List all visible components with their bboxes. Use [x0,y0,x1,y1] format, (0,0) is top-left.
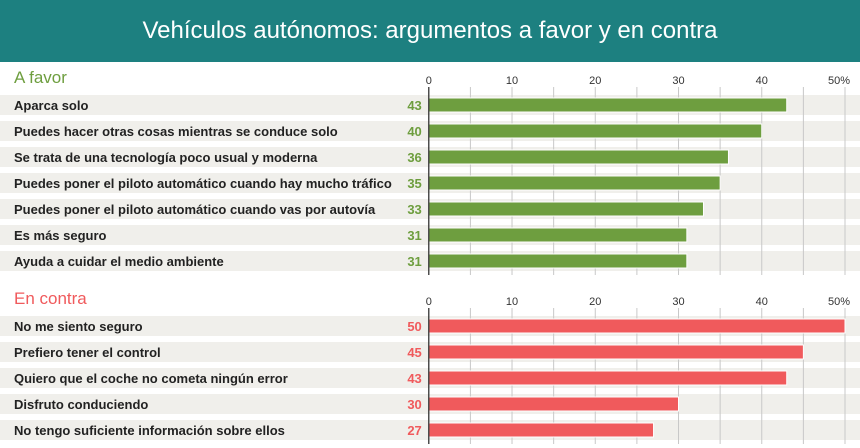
tick-label: 20 [589,75,601,87]
value-label: 36 [407,150,421,165]
value-label: 31 [407,228,421,243]
value-label: 30 [407,397,421,412]
bar [428,318,846,334]
category-label: Prefiero tener el control [14,345,161,360]
chart-title: Vehículos autónomos: argumentos a favor … [0,0,860,62]
bar [428,97,788,113]
category-label: Puedes poner el piloto automático cuando… [14,176,392,191]
value-label: 43 [407,371,421,386]
tick-label: 0 [426,296,432,308]
value-label: 40 [407,124,421,139]
bar [428,344,804,360]
tick-label: 50% [828,75,850,87]
category-label: Puedes poner el piloto automático cuando… [14,202,376,217]
category-label: No tengo suficiente información sobre el… [14,423,285,438]
bar [428,227,688,243]
section-title: En contra [14,289,87,308]
tick-label: 30 [672,75,684,87]
bar [428,422,655,438]
bar [428,370,788,386]
category-label: Se trata de una tecnología poco usual y … [14,150,318,165]
category-label: Aparca solo [14,98,88,113]
bar [428,253,688,269]
bar [428,175,721,191]
category-label: Disfruto conduciendo [14,397,148,412]
value-label: 43 [407,98,421,113]
category-label: Es más seguro [14,228,107,243]
tick-label: 50% [828,296,850,308]
tick-label: 40 [756,296,768,308]
value-label: 50 [407,319,421,334]
tick-label: 10 [506,75,518,87]
tick-label: 30 [672,296,684,308]
category-label: Quiero que el coche no cometa ningún err… [14,371,288,386]
category-label: No me siento seguro [14,319,143,334]
tick-label: 40 [756,75,768,87]
bar [428,149,729,165]
bar [428,123,763,139]
category-label: Ayuda a cuidar el medio ambiente [14,254,224,269]
value-label: 27 [407,423,421,438]
section-title: A favor [14,68,67,87]
value-label: 35 [407,176,421,191]
tick-label: 0 [426,75,432,87]
value-label: 31 [407,254,421,269]
value-label: 45 [407,345,421,360]
tick-label: 10 [506,296,518,308]
value-label: 33 [407,202,421,217]
category-label: Puedes hacer otras cosas mientras se con… [14,124,338,139]
bar [428,396,680,412]
bar [428,201,704,217]
tick-label: 20 [589,296,601,308]
